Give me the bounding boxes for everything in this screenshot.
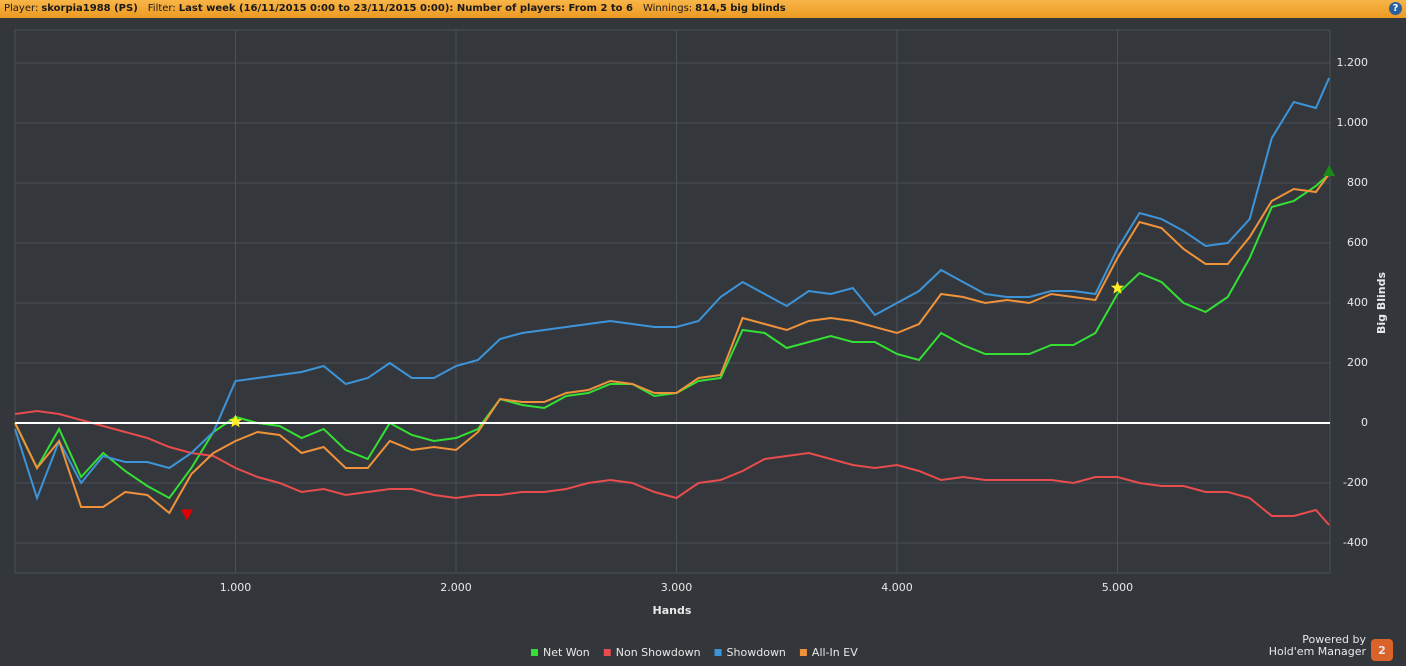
x-tick-label: 2.000 [440, 581, 472, 594]
legend-label: Showdown [727, 646, 786, 659]
series-line [14, 77, 1331, 502]
marker [228, 414, 243, 428]
y-tick-label: 800 [1347, 176, 1368, 189]
legend-swatch [714, 649, 722, 656]
legend-swatch [603, 649, 611, 656]
series-line [14, 173, 1330, 515]
logo-text: 2 [1378, 644, 1386, 657]
y-axis-label: Big Blinds [1375, 272, 1388, 334]
y-tick-label: 200 [1347, 356, 1368, 369]
header-value: 814,5 big blinds [695, 3, 786, 14]
marker [1323, 165, 1336, 176]
logo-box [1371, 639, 1393, 661]
help-button[interactable]: ? [1389, 2, 1402, 15]
x-tick-label: 3.000 [661, 581, 693, 594]
x-axis-label: Hands [653, 604, 692, 617]
marker [180, 509, 193, 521]
header-value: skorpia1988 (PS) [41, 3, 138, 14]
y-tick-label: -400 [1343, 536, 1368, 549]
header-label: Filter: [147, 3, 176, 14]
legend-label: All-In EV [812, 646, 858, 659]
legend-label: Net Won [543, 646, 590, 659]
header-bar: ? Player: skorpia1988 (PS) Filter: Last wee… [0, 0, 1406, 18]
legend-swatch [531, 649, 538, 656]
y-tick-label: 0 [1361, 416, 1368, 429]
legend-label: Non Showdown [616, 646, 701, 659]
y-tick-label: -200 [1343, 476, 1368, 489]
x-tick-label: 5.000 [1102, 581, 1134, 594]
product-name: Hold'em Manager [1269, 645, 1367, 658]
series-line [14, 409, 1330, 526]
y-tick-label: 1.000 [1337, 116, 1369, 129]
header-value: Last week (16/11/2015 0:00 to 23/11/2015… [178, 3, 633, 14]
legend-swatch [799, 649, 807, 656]
plot-area [14, 29, 1331, 574]
y-tick-label: 400 [1347, 296, 1368, 309]
y-tick-label: 600 [1347, 236, 1368, 249]
x-tick-label: 4.000 [881, 581, 913, 594]
marker [1110, 281, 1125, 294]
x-tick-label: 1.000 [220, 581, 252, 594]
powered-by: Powered by [1302, 633, 1366, 646]
header-label: Winnings: [642, 3, 693, 14]
header-label: Player: [4, 3, 39, 14]
y-tick-label: 1.200 [1337, 56, 1369, 69]
